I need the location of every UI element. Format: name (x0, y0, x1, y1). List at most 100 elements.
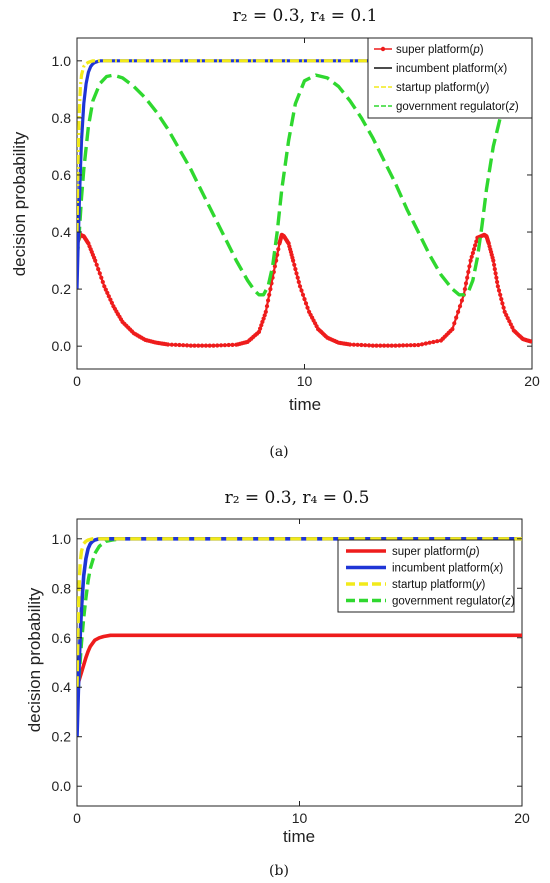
series-marker-super (181, 343, 186, 348)
series-marker-super (505, 316, 510, 321)
series-marker-super (267, 292, 272, 297)
series-marker-super (423, 341, 428, 346)
series-marker-super (222, 343, 227, 348)
series-marker-super (256, 329, 262, 334)
series-marker-super (456, 309, 461, 314)
series-marker-super (99, 275, 104, 280)
series-marker-super (351, 342, 356, 347)
x-axis-label-b: time (283, 827, 315, 846)
series-marker-super (359, 342, 364, 348)
series-marker-super (382, 343, 387, 348)
legend-label-incumbent: incumbent platform(x) (396, 63, 507, 75)
series-marker-super (363, 343, 368, 348)
series-marker-super (200, 343, 205, 348)
chart-panel-a: r₂ = 0.3, r₄ = 0.1 0 10 20 0.0 0.2 0.4 0.6 0.8 1… (10, 6, 540, 460)
series-marker-super (297, 284, 303, 289)
y-tick-label: 1.0 (52, 531, 72, 547)
series-marker-super (295, 275, 300, 280)
series-marker-super (272, 264, 277, 269)
legend-label-super: super platform(p) (396, 44, 484, 56)
series-marker-super (305, 305, 310, 310)
series-marker-super (215, 343, 220, 348)
series-marker-super (493, 271, 498, 276)
series-line-government-a (77, 73, 532, 297)
series-marker-super (300, 292, 306, 297)
y-tick-label: 0.8 (52, 110, 72, 126)
series-marker-super (184, 343, 190, 348)
series-marker-super (106, 294, 111, 299)
x-tick-label: 20 (514, 810, 530, 826)
legend-label-incumbent: incumbent platform(x) (392, 563, 503, 575)
series-line-startup-a (77, 59, 532, 233)
series-marker-super (454, 315, 459, 320)
series-marker-super (100, 279, 105, 285)
series-marker-super (188, 343, 193, 348)
series-marker-super (431, 339, 436, 345)
series-marker-super (474, 239, 479, 244)
series-marker-super (177, 342, 182, 348)
series-marker-super (192, 343, 197, 348)
series-marker-super (498, 292, 503, 297)
legend-label-startup: startup platform(y) (392, 579, 485, 591)
series-marker-super (173, 342, 178, 347)
legend-label-government: government regulator(z) (396, 101, 519, 113)
series-marker-super (419, 342, 425, 347)
series-marker-super (495, 284, 500, 289)
series-marker-super (450, 327, 455, 332)
series-marker-super (397, 343, 402, 348)
series-marker-super (207, 343, 212, 348)
series-marker-super (211, 343, 216, 348)
series-marker-super (259, 323, 264, 328)
series-marker-super (355, 342, 360, 347)
legend-b: super platform(p) incumbent platform(x) st… (337, 539, 515, 613)
series-marker-super (303, 301, 309, 306)
x-axis-label-a: time (289, 395, 321, 414)
x-tick-label: 10 (292, 810, 308, 826)
series-marker-super (262, 313, 267, 318)
series-marker-super (263, 309, 268, 314)
y-tick-label: 0.6 (52, 630, 72, 646)
series-marker-super (296, 279, 301, 285)
series-marker-super (109, 300, 114, 305)
series-marker-super (459, 298, 464, 303)
series-marker-super (471, 247, 477, 252)
y-tick-label: 0.0 (52, 338, 72, 354)
series-marker-super (470, 250, 475, 256)
series-marker-super (427, 340, 432, 345)
legend-label-government: government regulator(z) (392, 596, 515, 608)
series-marker-super (468, 258, 473, 263)
series-marker-super (463, 281, 469, 286)
series-marker-super (226, 342, 231, 348)
series-marker-super (435, 339, 440, 344)
series-marker-super (294, 271, 299, 276)
series-marker-super (275, 252, 280, 257)
series-marker-super (370, 343, 375, 348)
series-marker-super (260, 319, 265, 324)
series-marker-super (347, 342, 353, 347)
series-marker-super (196, 343, 201, 348)
series-marker-super (467, 264, 472, 269)
y-tick-label: 0.6 (52, 167, 72, 183)
series-marker-super (165, 342, 171, 347)
series-marker-super (93, 258, 98, 263)
series-marker-super (219, 343, 224, 348)
series-marker-super (94, 262, 99, 267)
series-marker-super (169, 342, 174, 347)
series-marker-super (494, 275, 499, 280)
series-marker-super (258, 326, 263, 331)
series-marker-super (108, 297, 113, 302)
series-marker-super (366, 343, 372, 348)
series-marker-super (374, 343, 379, 348)
series-marker-super (102, 284, 107, 289)
x-tick-label: 0 (73, 810, 81, 826)
chart-title-a: r₂ = 0.3, r₄ = 0.1 (233, 6, 378, 26)
series-marker-super (302, 297, 307, 302)
series-marker-super (401, 343, 406, 348)
series-marker-super (261, 316, 266, 321)
series-marker-super (291, 258, 296, 263)
y-axis-label-b: decision probability (25, 587, 44, 732)
series-marker-super (465, 275, 470, 280)
series-marker-super (103, 287, 108, 292)
series-marker-super (378, 343, 383, 348)
